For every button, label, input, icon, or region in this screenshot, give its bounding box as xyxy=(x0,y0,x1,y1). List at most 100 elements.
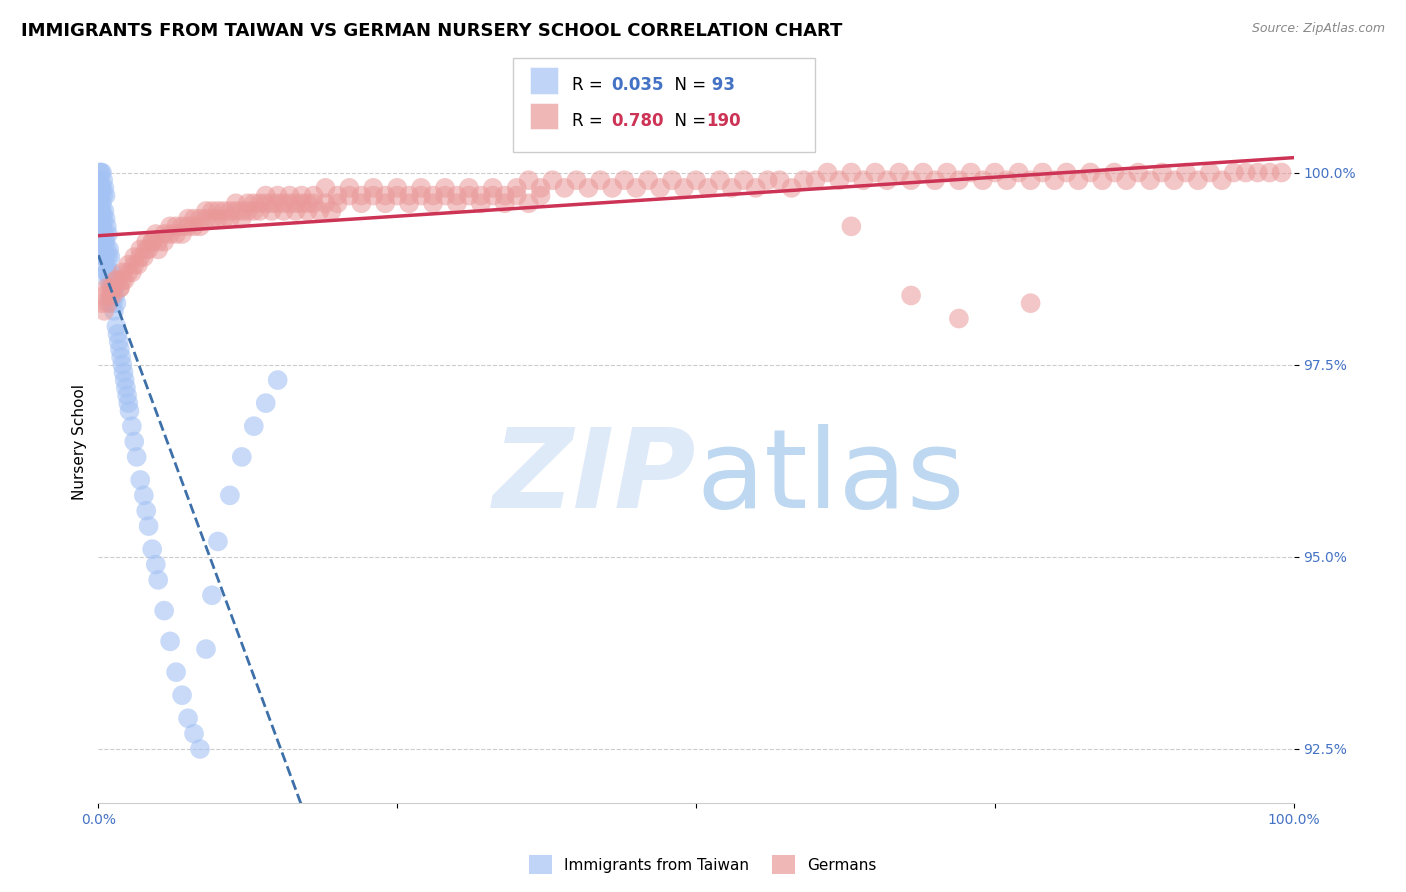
Point xyxy=(89,173,111,187)
Point xyxy=(1019,173,1042,187)
Point xyxy=(93,181,115,195)
Point xyxy=(422,188,444,202)
Point xyxy=(159,227,181,241)
Point xyxy=(984,165,1007,179)
Point xyxy=(104,288,127,302)
Legend: Immigrants from Taiwan, Germans: Immigrants from Taiwan, Germans xyxy=(523,849,883,880)
Point xyxy=(96,265,118,279)
Point xyxy=(350,188,373,202)
Point xyxy=(458,181,481,195)
Point xyxy=(1223,165,1246,179)
Point xyxy=(1091,173,1114,187)
Point xyxy=(1115,173,1137,187)
Point xyxy=(188,742,211,756)
Point xyxy=(96,265,118,279)
Point xyxy=(308,203,330,218)
Text: Source: ZipAtlas.com: Source: ZipAtlas.com xyxy=(1251,22,1385,36)
Point xyxy=(165,227,187,241)
Point xyxy=(315,196,337,211)
Point xyxy=(100,288,122,302)
Point xyxy=(236,203,259,218)
Point xyxy=(225,196,247,211)
Point xyxy=(1128,165,1150,179)
Point xyxy=(291,196,314,211)
Point xyxy=(93,250,115,264)
Point xyxy=(94,235,117,249)
Point xyxy=(159,634,181,648)
Text: R =: R = xyxy=(572,76,609,94)
Point xyxy=(530,188,553,202)
Point xyxy=(115,388,138,402)
Point xyxy=(100,265,122,279)
Point xyxy=(141,235,163,249)
Point xyxy=(315,181,337,195)
Point xyxy=(243,196,266,211)
Point xyxy=(207,203,229,218)
Point xyxy=(506,188,529,202)
Point xyxy=(302,196,325,211)
Point xyxy=(815,165,838,179)
Point xyxy=(960,165,983,179)
Text: 93: 93 xyxy=(706,76,735,94)
Point xyxy=(94,211,117,226)
Point xyxy=(411,181,433,195)
Point xyxy=(135,243,157,257)
Point xyxy=(141,542,163,557)
Point xyxy=(195,211,218,226)
Point xyxy=(91,203,114,218)
Point xyxy=(91,196,114,211)
Point xyxy=(91,296,114,310)
Point xyxy=(201,211,224,226)
Point xyxy=(1043,173,1066,187)
Point xyxy=(138,243,160,257)
Point xyxy=(124,258,146,272)
Point xyxy=(172,227,194,241)
Point xyxy=(114,273,136,287)
Y-axis label: Nursery School: Nursery School xyxy=(72,384,87,500)
Point xyxy=(458,188,481,202)
Point xyxy=(188,219,211,234)
Point xyxy=(98,265,121,279)
Point xyxy=(1019,296,1042,310)
Point xyxy=(793,173,815,187)
Point xyxy=(374,196,396,211)
Point xyxy=(339,188,361,202)
Point xyxy=(422,196,444,211)
Point xyxy=(93,304,115,318)
Point xyxy=(111,358,134,372)
Point xyxy=(494,196,516,211)
Point xyxy=(363,188,385,202)
Point xyxy=(108,281,131,295)
Point xyxy=(124,434,146,449)
Point xyxy=(768,173,790,187)
Point xyxy=(165,665,187,680)
Point xyxy=(1139,173,1161,187)
Text: N =: N = xyxy=(664,76,711,94)
Point xyxy=(236,196,259,211)
Point xyxy=(231,450,253,464)
Point xyxy=(112,365,135,379)
Point xyxy=(911,165,934,179)
Point xyxy=(103,281,125,295)
Point xyxy=(94,250,117,264)
Point xyxy=(107,326,129,341)
Point xyxy=(148,235,170,249)
Point xyxy=(554,181,576,195)
Point xyxy=(89,165,111,179)
Point xyxy=(481,188,505,202)
Point xyxy=(183,211,205,226)
Text: ZIP: ZIP xyxy=(492,425,696,531)
Point xyxy=(132,488,155,502)
Point xyxy=(697,181,720,195)
Point xyxy=(398,188,420,202)
Point xyxy=(188,211,211,226)
Point xyxy=(96,219,118,234)
Point xyxy=(153,604,176,618)
Point xyxy=(494,188,516,202)
Point xyxy=(363,181,385,195)
Point xyxy=(267,196,290,211)
Point xyxy=(1032,165,1054,179)
Point xyxy=(291,188,314,202)
Point xyxy=(121,265,143,279)
Point xyxy=(91,227,114,241)
